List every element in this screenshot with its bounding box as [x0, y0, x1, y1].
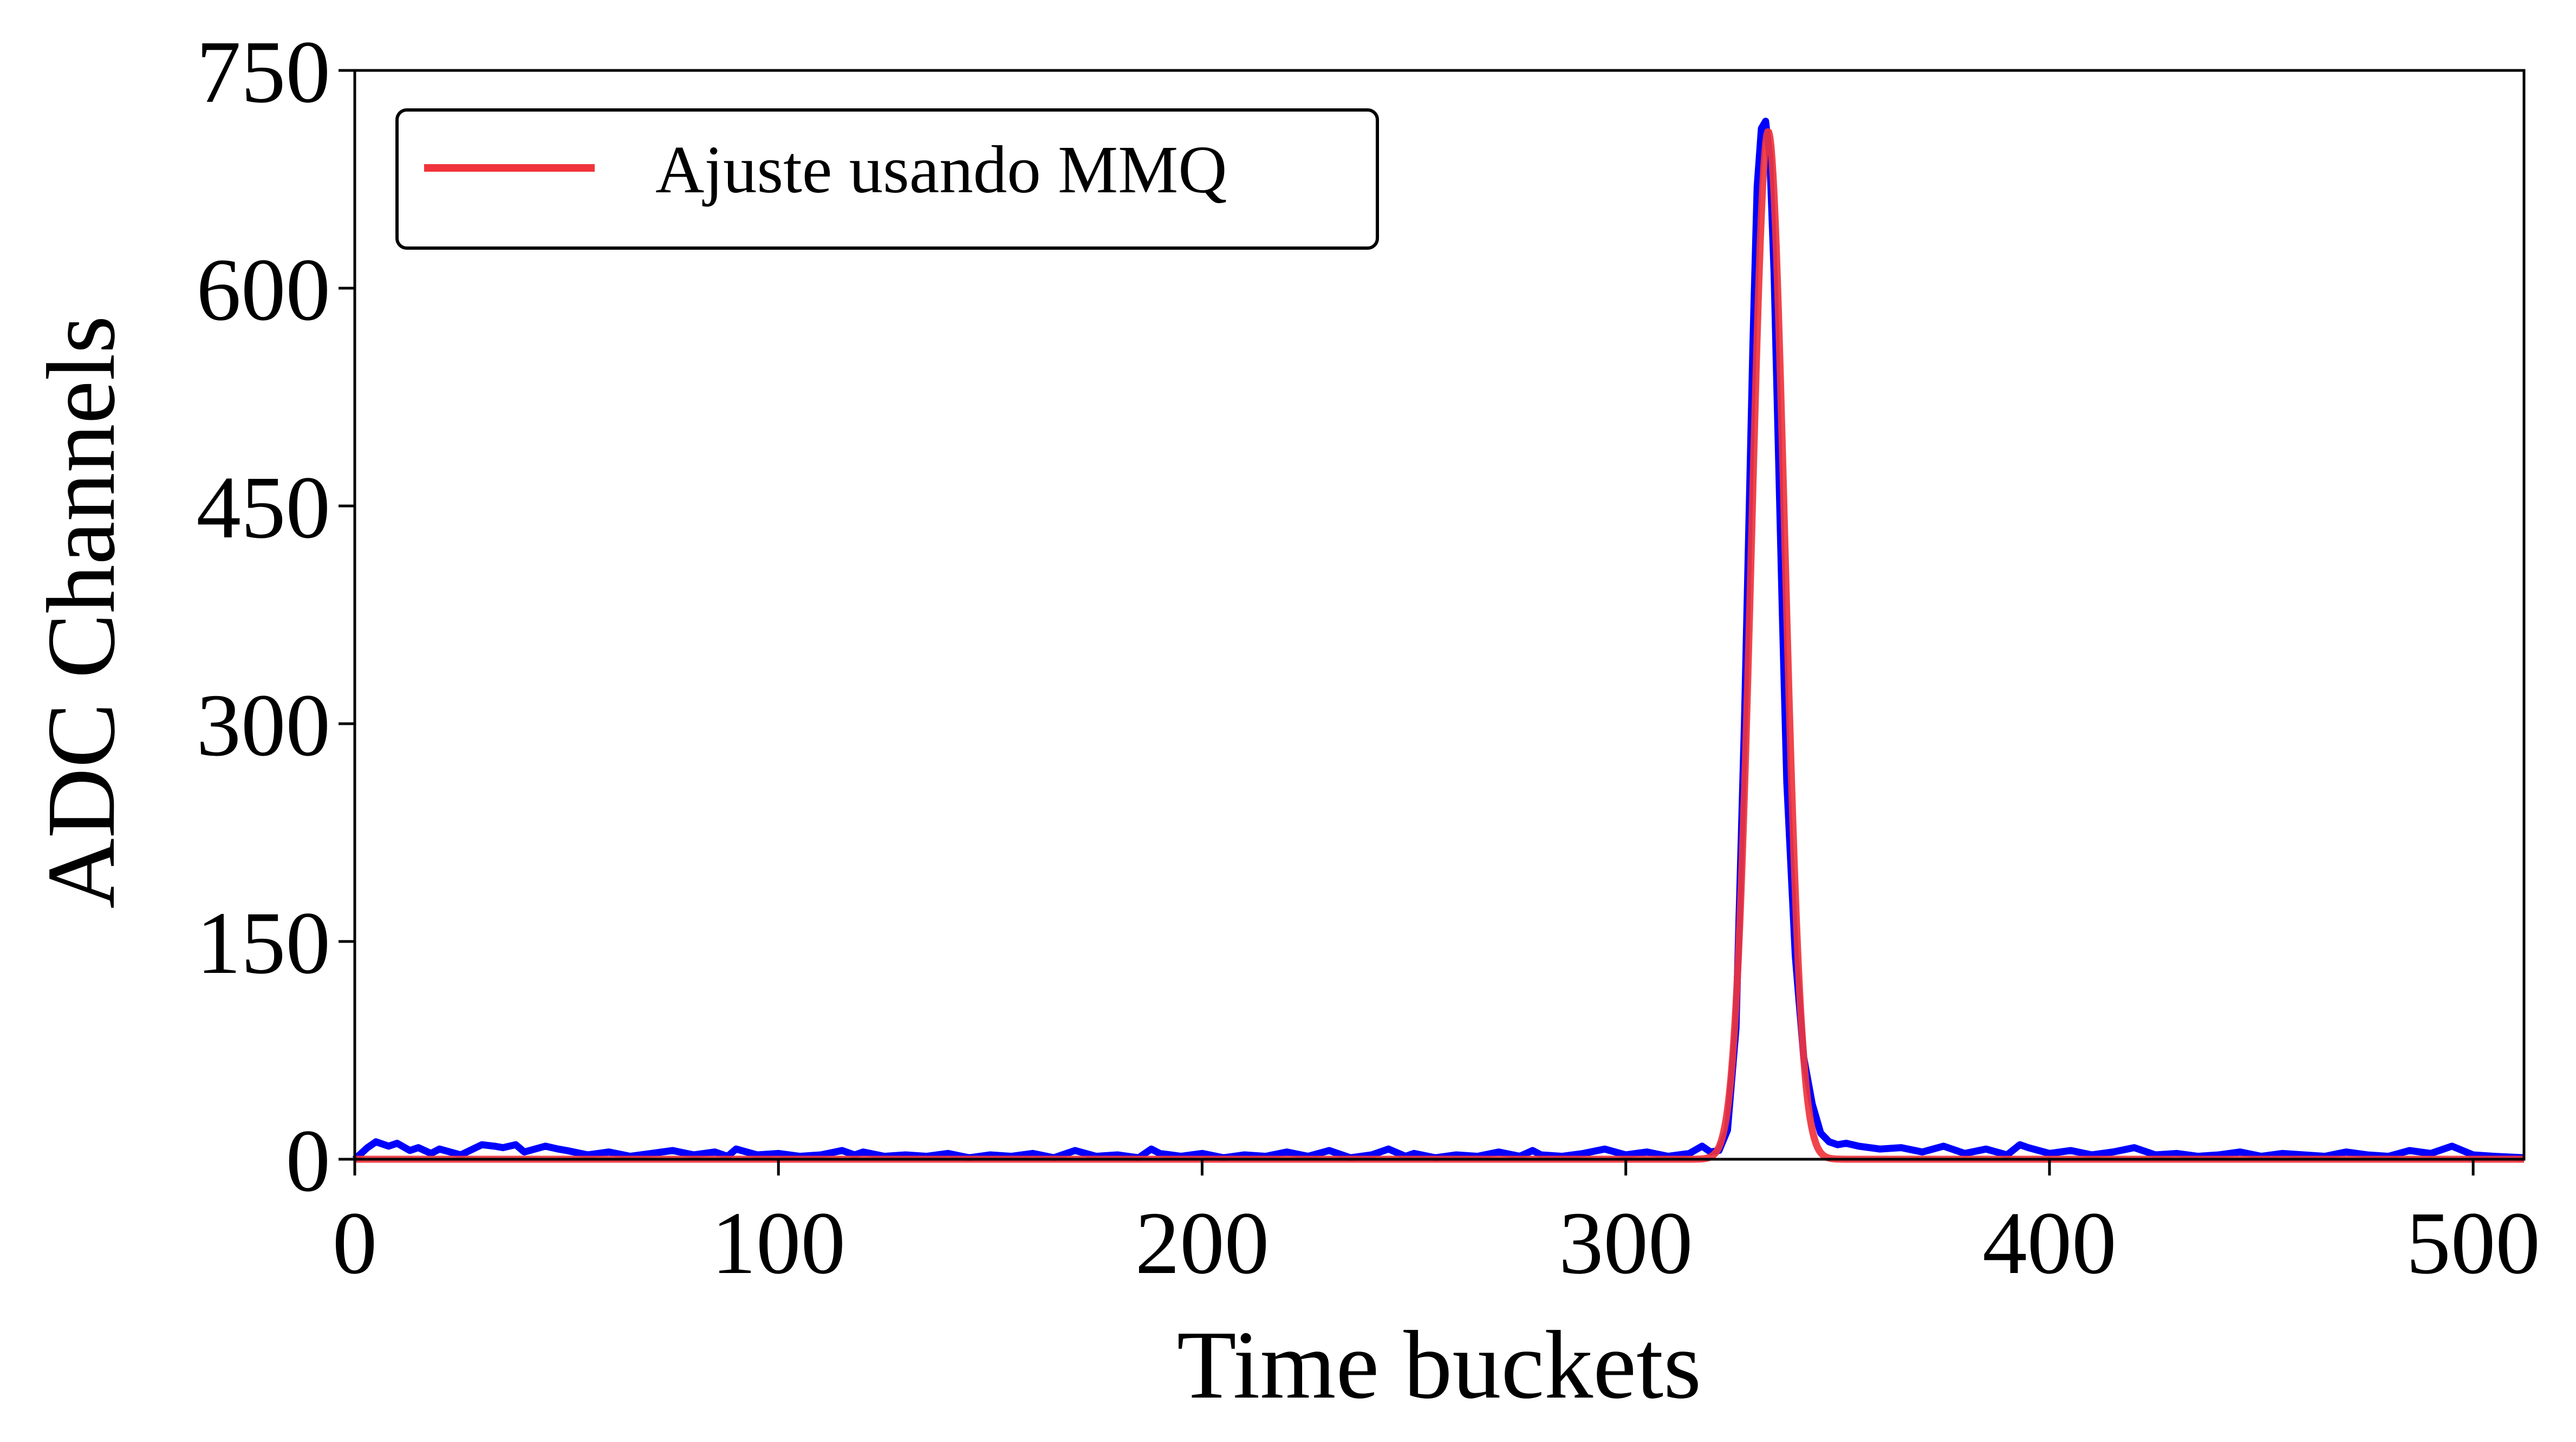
x-tick-label: 0: [333, 1193, 378, 1292]
y-tick-label: 150: [197, 893, 331, 992]
y-axis-ticks: 0 150 300 450 600 750: [197, 22, 355, 1210]
legend: Ajuste usando MMQ: [395, 108, 1379, 250]
x-axis-ticks: 0 100 200 300 400 500: [333, 1159, 2540, 1292]
signal-series-line: [352, 118, 2525, 1162]
legend-fit-label: Ajuste usando MMQ: [655, 133, 1227, 207]
x-tick-label: 400: [1982, 1193, 2117, 1292]
y-tick-label: 300: [197, 675, 331, 775]
fit-series-line: [352, 128, 2527, 1163]
x-tick-label: 500: [2406, 1193, 2540, 1292]
y-tick-label: 0: [286, 1111, 331, 1210]
x-axis-title: Time buckets: [1177, 1311, 1701, 1419]
y-tick-label: 450: [197, 458, 331, 557]
y-tick-label: 600: [197, 240, 331, 339]
axes-frame: [353, 69, 2526, 1161]
legend-box: [395, 108, 1379, 250]
x-tick-label: 300: [1559, 1193, 1693, 1292]
plot-area: [352, 118, 2527, 1163]
x-tick-label: 100: [711, 1193, 845, 1292]
y-axis-title: ADC Channels: [27, 316, 135, 909]
y-tick-label: 750: [197, 22, 331, 121]
x-tick-label: 200: [1135, 1193, 1270, 1292]
